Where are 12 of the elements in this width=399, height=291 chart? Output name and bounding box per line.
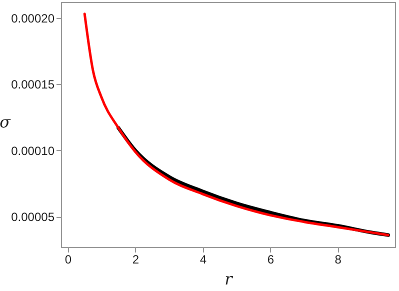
x-tick-label: 0 xyxy=(64,252,72,266)
y-axis-title: σ xyxy=(0,112,12,132)
y-tick-label: 0.00015 xyxy=(11,78,55,92)
x-tick-label: 2 xyxy=(132,252,140,266)
y-tick-label: 0.00020 xyxy=(11,11,55,26)
y-tick-label: 0.00010 xyxy=(11,144,55,158)
x-tick-label: 8 xyxy=(334,252,342,266)
line-series xyxy=(83,12,390,236)
y-tick-label: 0.00005 xyxy=(11,210,55,224)
x-axis-title: r xyxy=(224,270,234,288)
x-tick-label: 6 xyxy=(267,252,274,266)
x-tick-label: 4 xyxy=(200,252,207,266)
